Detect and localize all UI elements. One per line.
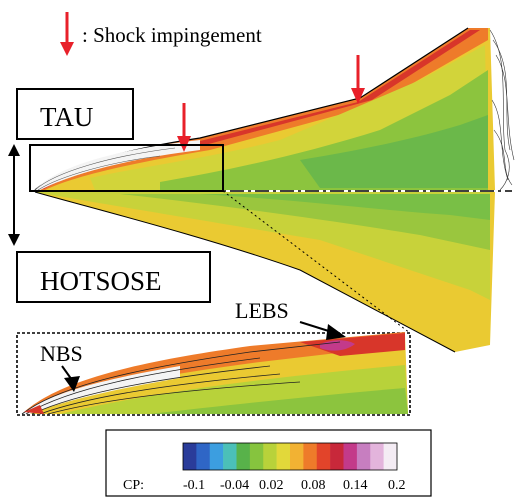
lebs-arrow-icon bbox=[326, 324, 346, 340]
colorbar-cell bbox=[209, 443, 224, 470]
colorbar-cell bbox=[330, 443, 344, 470]
hotsose-label-box bbox=[16, 251, 211, 303]
colorbar-cell bbox=[223, 443, 237, 470]
tau-label-box bbox=[16, 88, 134, 140]
colorbar-cell bbox=[276, 443, 291, 470]
colorbar-cell bbox=[343, 443, 358, 470]
colorbar-cell bbox=[196, 443, 211, 470]
colorbar-tick-label: 0.02 bbox=[259, 478, 284, 493]
shock-legend: : Shock impingement bbox=[60, 12, 262, 56]
colorbar-cell bbox=[356, 443, 371, 470]
colorbar-tick-labels: -0.1 -0.04 0.02 0.08 0.14 0.2 bbox=[183, 478, 406, 493]
colorbar-cell bbox=[249, 443, 264, 470]
colorbar-cell bbox=[236, 443, 251, 470]
colorbar-cell bbox=[316, 443, 331, 470]
colorbar-cell bbox=[303, 443, 318, 470]
colorbar-tick-label: -0.1 bbox=[183, 478, 205, 493]
tau-label: TAU bbox=[40, 102, 93, 132]
colorbar-cells bbox=[183, 443, 398, 470]
colorbar-cell bbox=[290, 443, 304, 470]
colorbar-cell bbox=[263, 443, 277, 470]
zoomed-inset bbox=[16, 332, 411, 416]
up-down-arrow-icon bbox=[8, 144, 20, 246]
nbs-label: NBS bbox=[40, 341, 83, 366]
colorbar-legend: CP: -0.1 -0.04 0.02 0.08 0.14 0.2 bbox=[105, 429, 432, 497]
shock-arrow-2-icon bbox=[351, 55, 365, 104]
lebs-label: LEBS bbox=[235, 298, 289, 323]
colorbar-cell bbox=[183, 443, 197, 470]
colorbar-tick-label: 0.2 bbox=[388, 478, 406, 493]
colorbar-cell bbox=[370, 443, 384, 470]
colorbar-tick-label: -0.04 bbox=[220, 478, 249, 493]
shock-legend-text: : Shock impingement bbox=[82, 23, 262, 47]
zoom-region-box bbox=[29, 144, 224, 192]
vehicle-contour-plot bbox=[30, 27, 515, 353]
colorbar-tick-label: 0.08 bbox=[301, 478, 326, 493]
wake-contour-lines bbox=[489, 29, 515, 191]
shock-arrow-icon bbox=[60, 12, 74, 56]
colorbar-variable-label: CP: bbox=[123, 478, 144, 493]
colorbar-tick-label: 0.14 bbox=[343, 478, 368, 493]
nbs-arrow-icon bbox=[64, 376, 80, 392]
hotsose-label: HOTSOSE bbox=[40, 266, 162, 296]
colorbar-cell bbox=[383, 443, 398, 470]
